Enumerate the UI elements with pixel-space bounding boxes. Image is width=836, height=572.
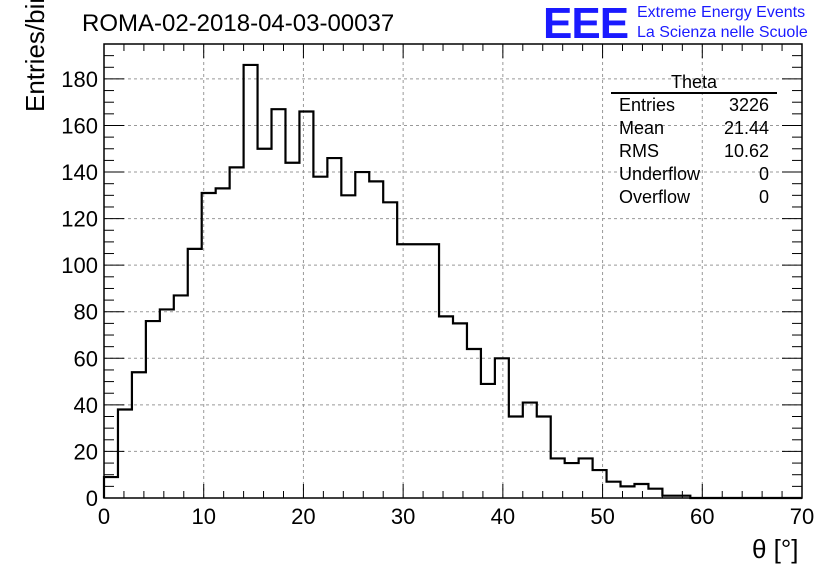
histogram-bin [188, 249, 202, 498]
histogram-bin [648, 489, 662, 498]
histogram-bin [132, 372, 146, 498]
stats-row-underflow: Underflow 0 [611, 163, 777, 186]
histogram-bin [467, 349, 481, 498]
histogram-bin [230, 167, 244, 498]
histogram-bin [216, 188, 230, 498]
stats-value: 0 [758, 187, 769, 207]
stats-value: 3226 [728, 95, 769, 115]
stats-box: Theta Entries 3226 Mean 21.44 RMS 10.62 … [611, 72, 777, 209]
x-tick-label: 40 [491, 504, 515, 529]
histogram-bin [397, 244, 411, 498]
logo-line-2: La Scienza nelle Scuole [637, 24, 808, 41]
histogram-bin [495, 358, 509, 498]
histogram-bin [509, 417, 523, 498]
histogram-bin [439, 316, 453, 498]
histogram-bin [118, 410, 132, 498]
histogram-bin [272, 109, 286, 498]
histogram-bin [523, 403, 537, 498]
stats-title: Theta [611, 72, 777, 94]
tick-labels: 0 10 20 30 40 50 60 70 0 20 40 60 80 100 120 140 160 180 [61, 67, 814, 529]
y-tick-label: 40 [74, 393, 98, 418]
y-tick-label: 60 [74, 346, 98, 371]
x-tick-label: 10 [191, 504, 215, 529]
histogram-bin [313, 177, 327, 498]
grid-lines [104, 44, 802, 498]
histogram-bin [202, 193, 216, 498]
x-tick-label: 30 [391, 504, 415, 529]
histogram-bin [369, 181, 383, 498]
y-tick-label: 120 [61, 207, 98, 232]
histogram-bin [146, 321, 160, 498]
histogram-bin [244, 65, 258, 498]
histogram-bin [355, 172, 369, 498]
stats-label: Overflow [619, 187, 691, 207]
histogram-bin [160, 309, 174, 498]
stats-value: 21.44 [723, 118, 769, 138]
histogram-bin [104, 477, 118, 498]
eee-logo: EEE [543, 0, 629, 48]
histogram-bin [537, 417, 551, 498]
stats-label: RMS [619, 141, 659, 161]
y-tick-label: 80 [74, 300, 98, 325]
stats-value: 10.62 [723, 141, 769, 161]
stats-row-overflow: Overflow 0 [611, 186, 777, 209]
histogram-bin [425, 244, 439, 498]
stats-row-entries: Entries 3226 [611, 94, 777, 117]
histogram-bin [453, 323, 467, 498]
x-tick-label: 0 [98, 504, 110, 529]
histogram-bin [327, 158, 341, 498]
y-tick-label: 180 [61, 67, 98, 92]
x-tick-label: 20 [291, 504, 315, 529]
histogram-bin [551, 458, 565, 498]
stats-label: Entries [619, 95, 676, 115]
histogram-bin [383, 202, 397, 498]
histogram-bin [299, 112, 313, 498]
histogram-bin [565, 463, 579, 498]
histogram-bin [341, 195, 355, 498]
histogram-bin [285, 163, 299, 498]
stats-label: Mean [619, 118, 665, 138]
histogram-bin [174, 295, 188, 498]
histogram-bin [258, 149, 272, 498]
stats-row-mean: Mean 21.44 [611, 117, 777, 140]
histogram-bin [411, 244, 425, 498]
histogram-series [102, 63, 802, 500]
x-axis-label: θ [°] [752, 534, 799, 564]
y-tick-label: 140 [61, 160, 98, 185]
histogram-bin [481, 384, 495, 498]
histogram-bin [607, 482, 621, 498]
histogram-bin [634, 484, 648, 498]
y-axis-label: Entries/bin [20, 0, 50, 112]
histogram-outline [102, 63, 802, 500]
stats-value: 0 [758, 164, 769, 184]
y-tick-label: 160 [61, 113, 98, 138]
stats-row-rms: RMS 10.62 [611, 140, 777, 163]
plot-frame [103, 43, 803, 499]
y-tick-label: 20 [74, 439, 98, 464]
x-tick-label: 50 [590, 504, 614, 529]
x-tick-label: 70 [790, 504, 814, 529]
x-tick-label: 60 [690, 504, 714, 529]
y-tick-label: 100 [61, 253, 98, 278]
chart-title: ROMA-02-2018-04-03-00037 [82, 10, 395, 37]
stats-label: Underflow [619, 164, 701, 184]
logo-line-1: Extreme Energy Events [637, 4, 806, 21]
histogram-bin [579, 458, 593, 498]
histogram-bin [593, 470, 607, 498]
histogram-bin [621, 486, 635, 498]
y-tick-label: 0 [86, 486, 98, 511]
